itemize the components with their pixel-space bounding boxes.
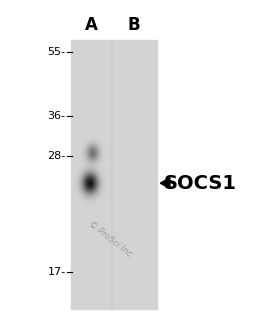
Polygon shape bbox=[160, 178, 170, 188]
Bar bbox=[71, 40, 156, 309]
Text: 36-: 36- bbox=[48, 111, 66, 121]
Text: A: A bbox=[84, 16, 97, 34]
Text: 17-: 17- bbox=[48, 267, 66, 277]
Text: 55-: 55- bbox=[48, 47, 66, 57]
Text: B: B bbox=[127, 16, 140, 34]
Text: SOCS1: SOCS1 bbox=[164, 174, 237, 193]
Text: © ProSci Inc.: © ProSci Inc. bbox=[87, 220, 135, 261]
Text: 28-: 28- bbox=[47, 151, 66, 161]
